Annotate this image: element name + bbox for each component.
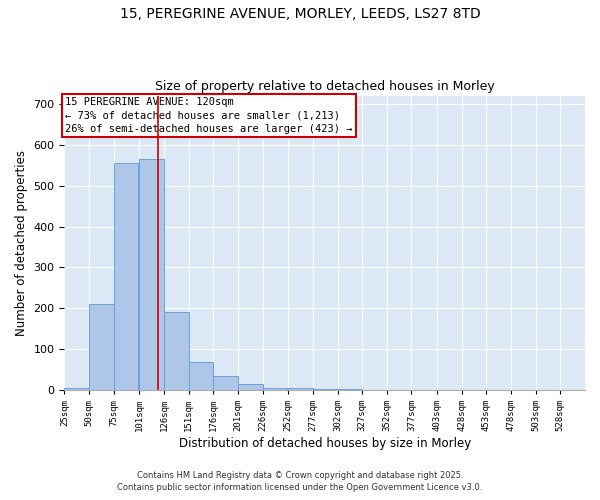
X-axis label: Distribution of detached houses by size in Morley: Distribution of detached houses by size … <box>179 437 471 450</box>
Bar <box>313 389 338 390</box>
Bar <box>164 312 188 390</box>
Bar <box>64 388 89 390</box>
Bar <box>213 376 238 390</box>
Bar <box>114 163 139 390</box>
Text: 15, PEREGRINE AVENUE, MORLEY, LEEDS, LS27 8TD: 15, PEREGRINE AVENUE, MORLEY, LEEDS, LS2… <box>119 8 481 22</box>
Bar <box>338 389 362 390</box>
Bar <box>139 159 164 390</box>
Text: 15 PEREGRINE AVENUE: 120sqm
← 73% of detached houses are smaller (1,213)
26% of : 15 PEREGRINE AVENUE: 120sqm ← 73% of det… <box>65 97 353 134</box>
Bar <box>89 304 114 390</box>
Text: Contains HM Land Registry data © Crown copyright and database right 2025.
Contai: Contains HM Land Registry data © Crown c… <box>118 471 482 492</box>
Bar <box>238 384 263 390</box>
Bar <box>188 362 213 390</box>
Bar <box>263 388 287 390</box>
Title: Size of property relative to detached houses in Morley: Size of property relative to detached ho… <box>155 80 494 93</box>
Y-axis label: Number of detached properties: Number of detached properties <box>15 150 28 336</box>
Bar <box>288 388 313 390</box>
